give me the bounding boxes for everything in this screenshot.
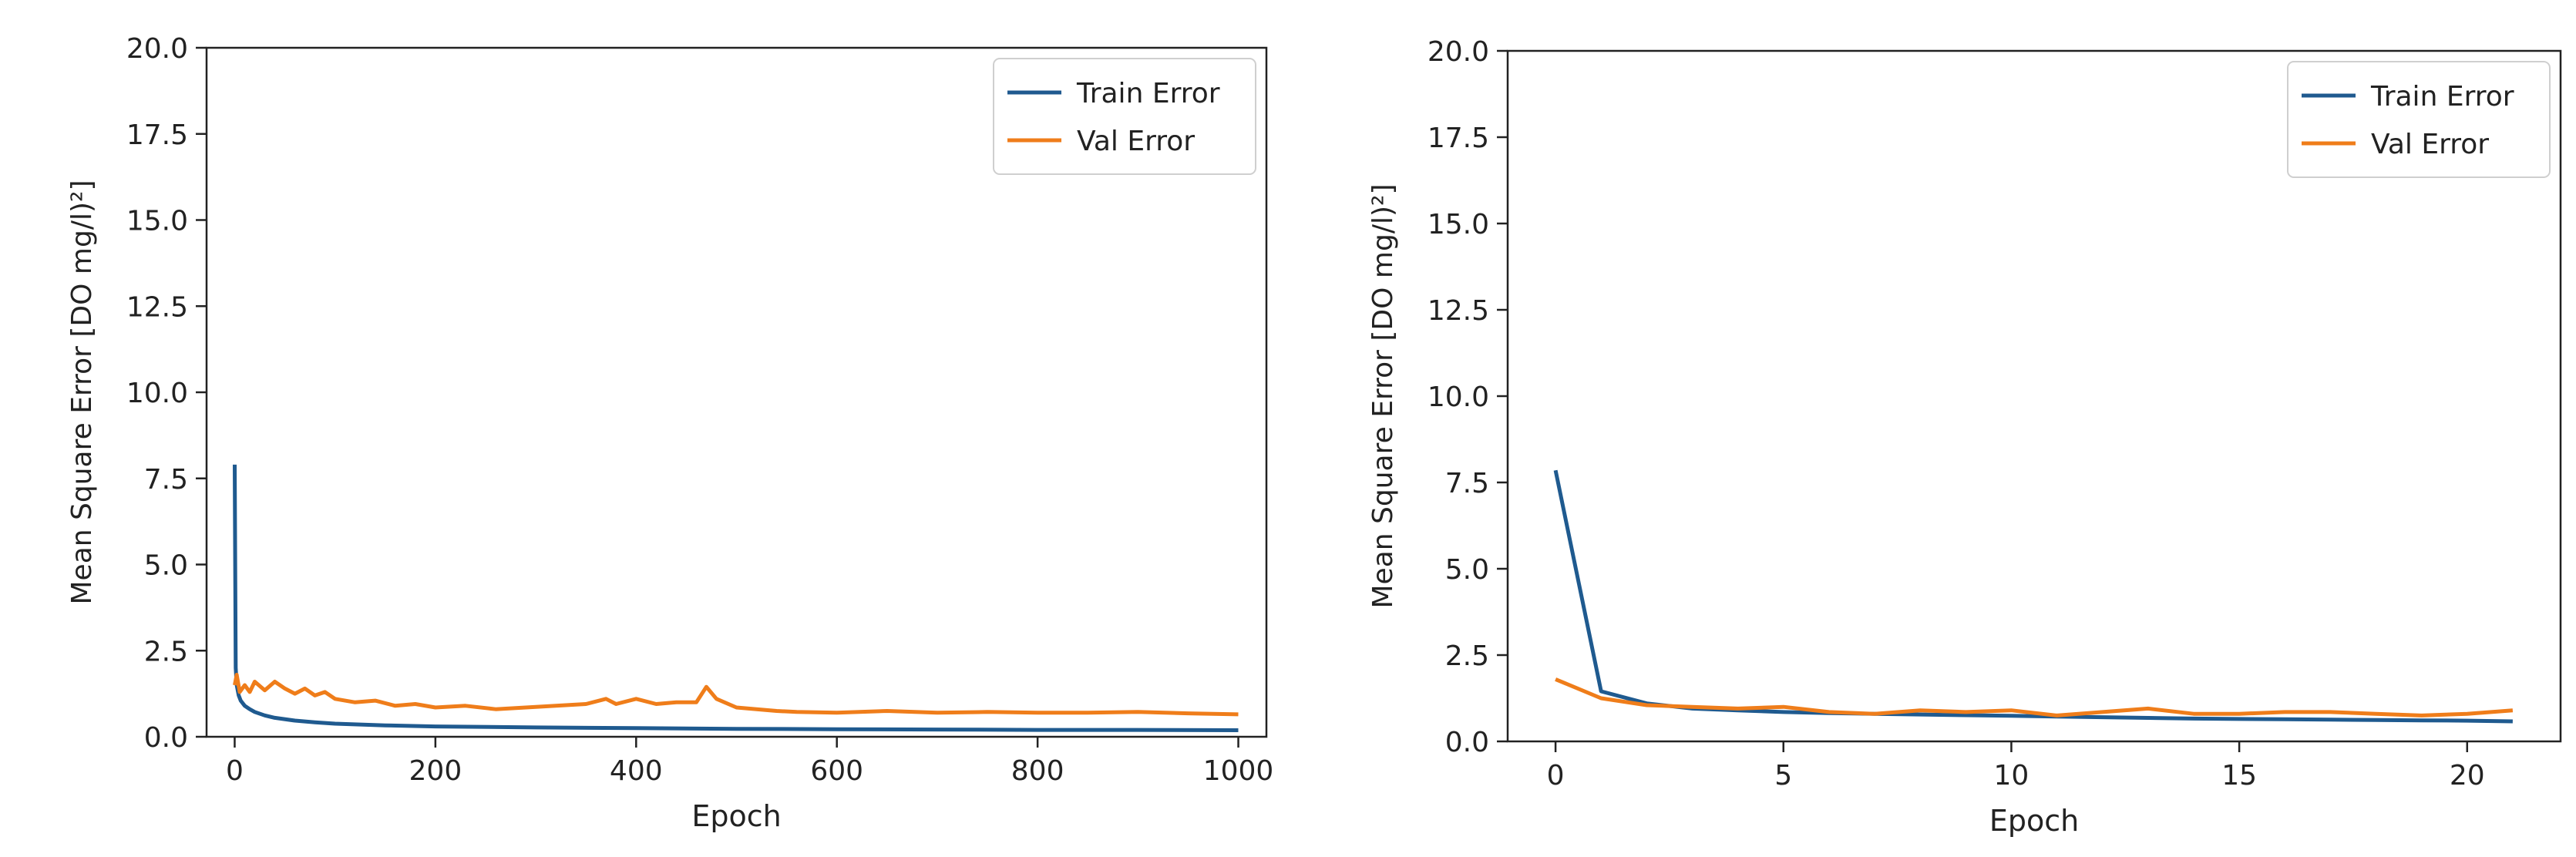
x-tick-label: 0 (1547, 760, 1565, 791)
x-tick-label: 400 (610, 755, 663, 787)
series-line-val-error (233, 673, 1239, 717)
y-tick-label: 10.0 (1428, 381, 1489, 413)
y-tick-label: 15.0 (1428, 209, 1489, 240)
y-tick-label: 15.0 (126, 206, 188, 237)
y-tick-label: 0.0 (144, 722, 188, 754)
chart-epoch-0-1000: 0 200 400 600 800 1000 0.0 2.5 5.0 7.5 10.0 12.5 15.… (66, 33, 1274, 833)
legend-label: Train Error (1076, 78, 1220, 109)
y-tick-label: 12.5 (1428, 295, 1489, 327)
x-axis-label: Epoch (1989, 804, 2079, 838)
y-tick-label: 2.5 (144, 636, 188, 667)
x-tick-label: 0 (226, 755, 244, 787)
y-tick-label: 0.0 (1445, 727, 1489, 758)
legend-label: Val Error (1077, 126, 1195, 157)
y-axis-label: Mean Square Error [DO mg/l)²] (1367, 183, 1399, 608)
x-tick-label: 200 (409, 755, 462, 787)
chart-epoch-0-21: 0 5 10 15 20 0.0 2.5 5.0 7.5 10.0 12.5 15.0 17.5 20.0… (1367, 36, 2562, 838)
legend-label: Train Error (2370, 81, 2514, 113)
y-tick-label: 2.5 (1445, 640, 1489, 672)
x-tick-label: 600 (810, 755, 863, 787)
series-line-train-error (233, 464, 1239, 732)
x-tick-label: 10 (1994, 760, 2030, 791)
x-tick-label: 5 (1774, 760, 1792, 791)
y-tick-label: 17.5 (126, 119, 188, 151)
x-tick-label: 1000 (1203, 755, 1274, 787)
x-axis-label: Epoch (691, 799, 781, 833)
y-axis-label: Mean Square Error [DO mg/l)²] (66, 180, 98, 604)
y-tick-label: 5.0 (1445, 554, 1489, 586)
legend-box (993, 58, 1256, 175)
y-tick-label: 12.5 (126, 291, 188, 323)
x-tick-label: 800 (1011, 755, 1064, 787)
legend-label: Val Error (2371, 129, 2489, 160)
y-tick-label: 20.0 (1428, 36, 1489, 68)
y-tick-label: 17.5 (1428, 123, 1489, 154)
x-tick-label: 20 (2450, 760, 2485, 791)
y-tick-label: 10.0 (126, 378, 188, 409)
x-tick-label: 15 (2221, 760, 2257, 791)
y-tick-label: 7.5 (144, 464, 188, 496)
series-line-train-error (1553, 469, 2513, 724)
y-tick-label: 7.5 (1445, 468, 1489, 499)
y-tick-label: 5.0 (144, 550, 188, 582)
series-line-val-error (1555, 677, 2514, 718)
legend-box (2287, 61, 2551, 178)
y-tick-label: 20.0 (126, 33, 188, 65)
